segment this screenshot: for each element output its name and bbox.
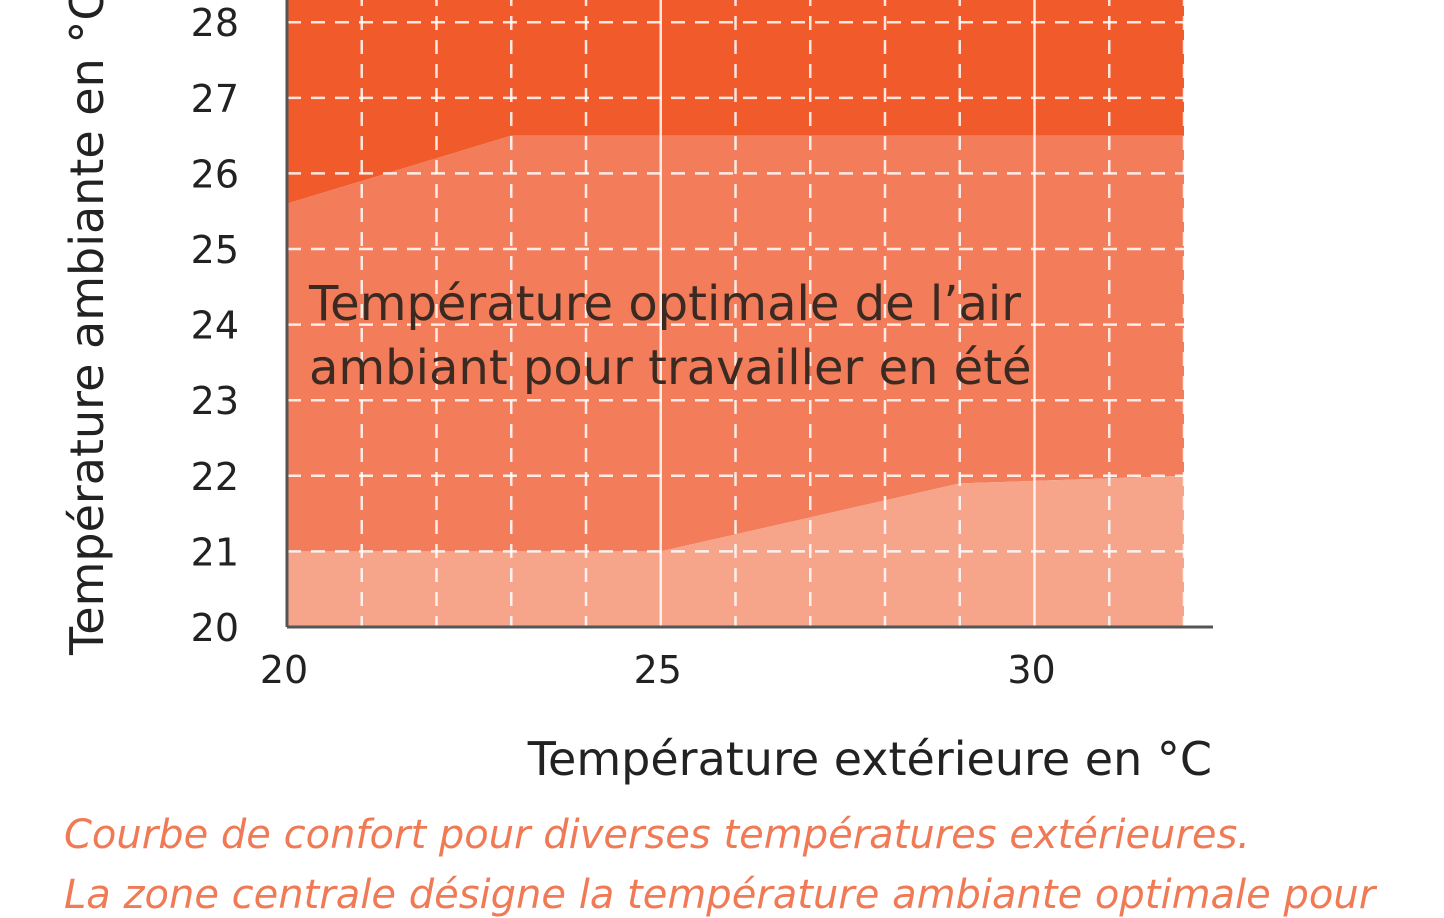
caption-line-1: Courbe de confort pour diverses températ…: [64, 812, 1251, 858]
y-tick-label: 28: [191, 1, 239, 45]
x-tick-label: 25: [634, 648, 682, 692]
zone-labels: Température optimale de l’air ambiant pou…: [308, 276, 1032, 396]
y-tick-label: 26: [191, 152, 239, 196]
grid: [287, 0, 1186, 627]
y-tick-label: 25: [191, 228, 239, 272]
x-tick-label: 20: [260, 648, 308, 692]
caption-line-2: La zone centrale désigne la température …: [64, 872, 1376, 918]
x-tick-labels: 20 25 30: [260, 648, 1056, 692]
axes: [285, 0, 1213, 629]
zone-label-optimal: Température optimale de l’air ambiant pou…: [308, 276, 1032, 396]
y-tick-label: 21: [191, 530, 239, 574]
y-tick-label: 22: [191, 455, 239, 499]
y-tick-label: 20: [191, 606, 239, 650]
y-tick-label: 23: [191, 379, 239, 423]
y-tick-label: 27: [191, 77, 239, 121]
y-axis-label: Température ambiante en °C: [60, 0, 114, 656]
y-tick-labels: 20 21 22 23 24 25 26 27 28: [191, 1, 239, 650]
x-tick-label: 30: [1007, 648, 1055, 692]
y-tick-label: 24: [191, 304, 239, 348]
x-axis-label: Température extérieure en °C: [527, 732, 1212, 786]
